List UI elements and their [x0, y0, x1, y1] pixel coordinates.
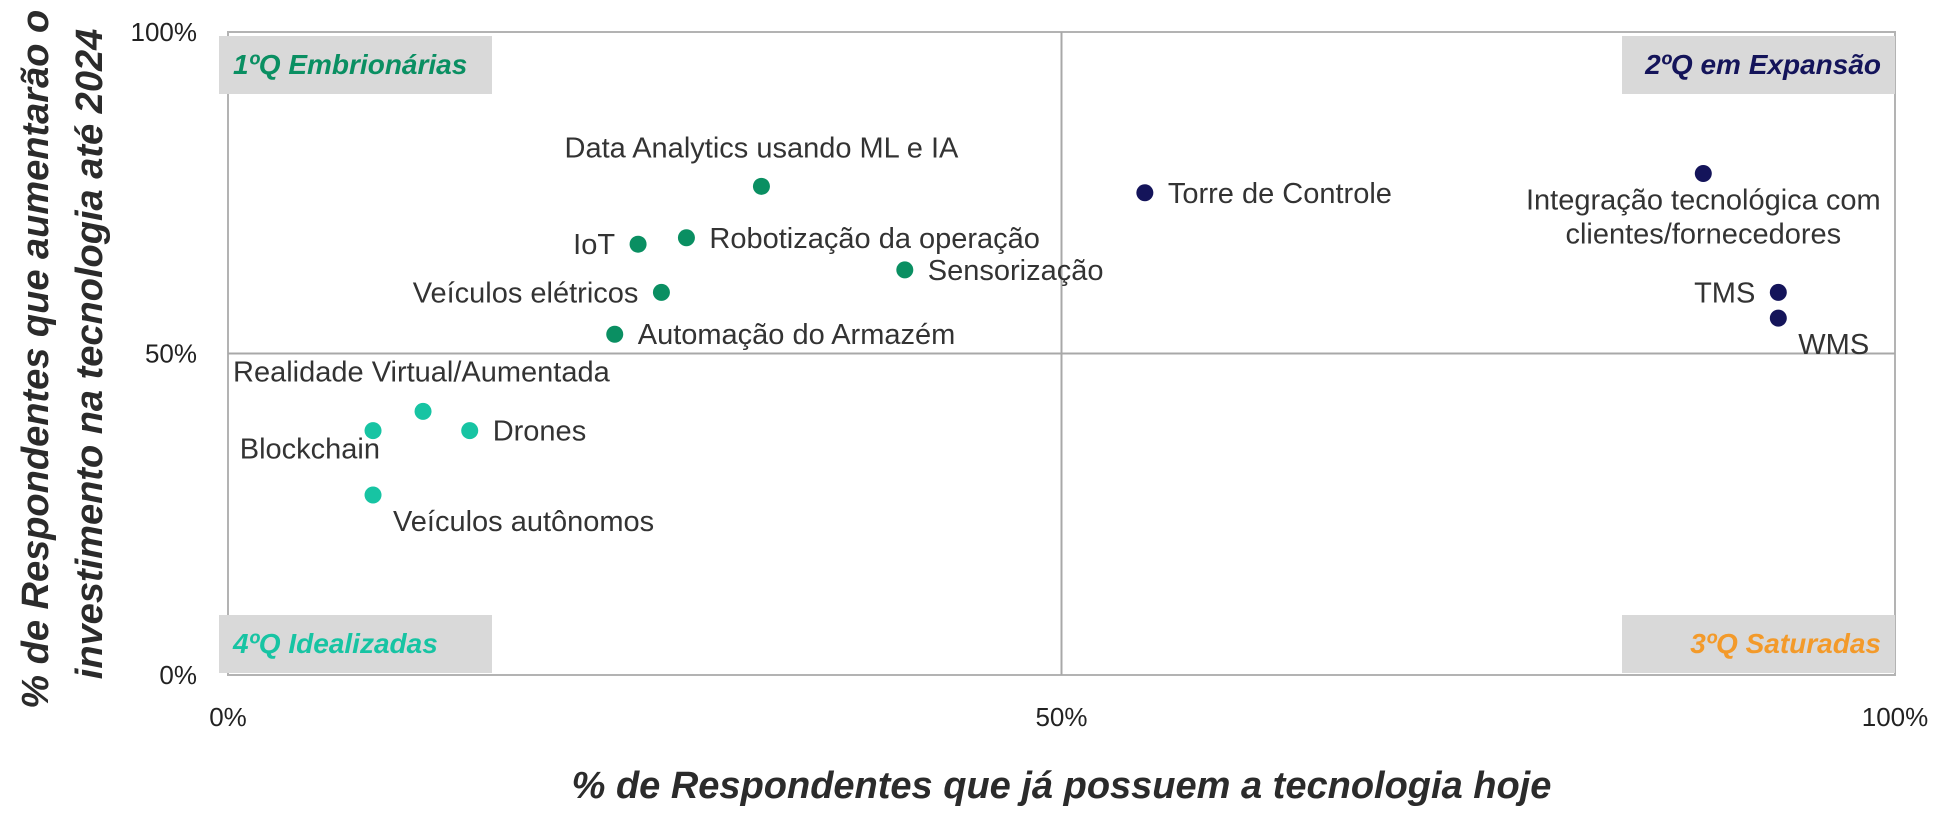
label-drones: Drones [493, 416, 586, 448]
label-integracao-tecnologica-com-clientes-fornecedores: Integração tecnológica com clientes/forne… [1526, 184, 1881, 250]
label-line: Veículos autônomos [393, 506, 654, 538]
label-torre-de-controle: Torre de Controle [1168, 178, 1392, 210]
label-veiculos-autonomos: Veículos autônomos [393, 506, 654, 538]
label-blockchain: Blockchain [240, 434, 380, 466]
point-veiculos-eletricos [652, 283, 670, 301]
label-data-analytics-usando-ml-e-ia: Data Analytics usando ML e IA [565, 132, 960, 164]
quadrant-label-box [219, 36, 492, 94]
label-line: Data Analytics usando ML e IA [565, 132, 960, 164]
x-tick-label: 0% [209, 702, 247, 732]
point-torre-de-controle [1136, 184, 1154, 202]
point-iot [629, 235, 647, 253]
x-axis-title: % de Respondentes que já possuem a tecno… [572, 765, 1552, 807]
label-line: Automação do Armazém [638, 319, 956, 351]
label-line: Blockchain [240, 434, 380, 466]
label-line: IoT [573, 229, 615, 261]
quadrant-label-2-q-em-expansao: 2ºQ em Expansão [1622, 36, 1895, 94]
label-automacao-do-armazem: Automação do Armazém [638, 319, 956, 351]
label-line: WMS [1798, 329, 1869, 361]
point-veiculos-autonomos [364, 486, 382, 504]
y-axis-title-line-1: % de Respondentes que aumentarão o [15, 10, 57, 709]
data-points [364, 164, 1787, 504]
quadrant-label-text: 2ºQ em Expansão [1644, 49, 1881, 80]
point-sensorizacao [896, 261, 914, 279]
y-axis-title: % de Respondentes que aumentarão o inves… [15, 0, 111, 709]
point-wms [1769, 309, 1787, 327]
quadrant-label-box [1622, 615, 1895, 673]
x-tick-label: 100% [1862, 702, 1929, 732]
y-axis-title-line-2: investimento na tecnologia até 2024 [69, 29, 111, 679]
label-line: Torre de Controle [1168, 178, 1392, 210]
quadrant-label-3-q-saturadas: 3ºQ Saturadas [1622, 615, 1895, 673]
point-integracao-tecnologica-com-clientes-fornecedores [1694, 164, 1712, 182]
point-automacao-do-armazem [606, 325, 624, 343]
label-robotizacao-da-operacao: Robotização da operação [709, 223, 1040, 255]
label-sensorizacao: Sensorização [928, 255, 1104, 287]
data-labels: Data Analytics usando ML e IA IoT Robotiza… [233, 132, 1881, 538]
label-tms: TMS [1694, 277, 1755, 309]
y-tick-label: 0% [159, 660, 197, 690]
quadrant-label-text: 4ºQ Idealizadas [232, 628, 438, 659]
label-line: Integração tecnológica com [1526, 184, 1881, 216]
label-wms: WMS [1798, 329, 1869, 361]
quadrant-label-text: 1ºQ Embrionárias [233, 49, 467, 80]
point-data-analytics-usando-ml-e-ia [752, 177, 770, 195]
plot-frame [227, 31, 1896, 676]
quadrant-label-box [219, 615, 492, 673]
y-tick-label: 100% [131, 17, 198, 47]
point-robotizacao-da-operacao [677, 229, 695, 247]
y-tick-label: 50% [145, 339, 197, 369]
label-veiculos-eletricos: Veículos elétricos [413, 277, 639, 309]
point-blockchain [364, 422, 382, 440]
quadrant-label-text: 3ºQ Saturadas [1690, 628, 1881, 659]
label-line: Veículos elétricos [413, 277, 639, 309]
point-realidade-virtual-aumentada [414, 402, 432, 420]
quadrant-label-4-q-idealizadas: 4ºQ Idealizadas [219, 615, 492, 673]
axis-ticks: 0% 50% 100% 0% 50% 100% [131, 17, 1929, 732]
label-line: clientes/fornecedores [1565, 218, 1841, 250]
label-iot: IoT [573, 229, 615, 261]
quadrant-labels: 1ºQ Embrionárias 2ºQ em Expansão 3ºQ Satur… [219, 36, 1895, 673]
label-line: Drones [493, 416, 586, 448]
quadrant-label-box [1622, 36, 1895, 94]
quadrant-label-1-q-embrionarias: 1ºQ Embrionárias [219, 36, 492, 94]
label-line: Sensorização [928, 255, 1104, 287]
label-line: Robotização da operação [709, 223, 1040, 255]
point-drones [461, 422, 479, 440]
label-line: Realidade Virtual/Aumentada [233, 356, 611, 388]
label-realidade-virtual-aumentada: Realidade Virtual/Aumentada [233, 356, 611, 388]
point-tms [1769, 283, 1787, 301]
label-line: TMS [1694, 277, 1755, 309]
x-tick-label: 50% [1035, 702, 1087, 732]
